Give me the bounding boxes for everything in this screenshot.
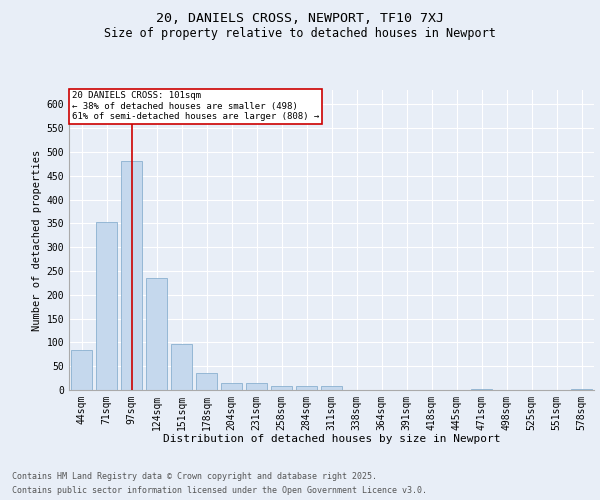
Bar <box>96 222 117 390</box>
Bar <box>146 278 167 390</box>
Bar <box>471 388 492 390</box>
Bar <box>121 162 142 390</box>
Text: 20, DANIELS CROSS, NEWPORT, TF10 7XJ: 20, DANIELS CROSS, NEWPORT, TF10 7XJ <box>156 12 444 26</box>
Bar <box>196 374 217 390</box>
Bar <box>71 350 92 390</box>
X-axis label: Distribution of detached houses by size in Newport: Distribution of detached houses by size … <box>163 434 500 444</box>
Text: Contains HM Land Registry data © Crown copyright and database right 2025.: Contains HM Land Registry data © Crown c… <box>12 472 377 481</box>
Text: 20 DANIELS CROSS: 101sqm
← 38% of detached houses are smaller (498)
61% of semi-: 20 DANIELS CROSS: 101sqm ← 38% of detach… <box>71 92 319 122</box>
Text: Contains public sector information licensed under the Open Government Licence v3: Contains public sector information licen… <box>12 486 427 495</box>
Bar <box>321 386 342 390</box>
Bar <box>296 386 317 390</box>
Y-axis label: Number of detached properties: Number of detached properties <box>32 150 43 330</box>
Bar <box>246 383 267 390</box>
Bar <box>171 344 192 390</box>
Bar <box>221 383 242 390</box>
Text: Size of property relative to detached houses in Newport: Size of property relative to detached ho… <box>104 28 496 40</box>
Bar <box>571 388 592 390</box>
Bar <box>271 386 292 390</box>
